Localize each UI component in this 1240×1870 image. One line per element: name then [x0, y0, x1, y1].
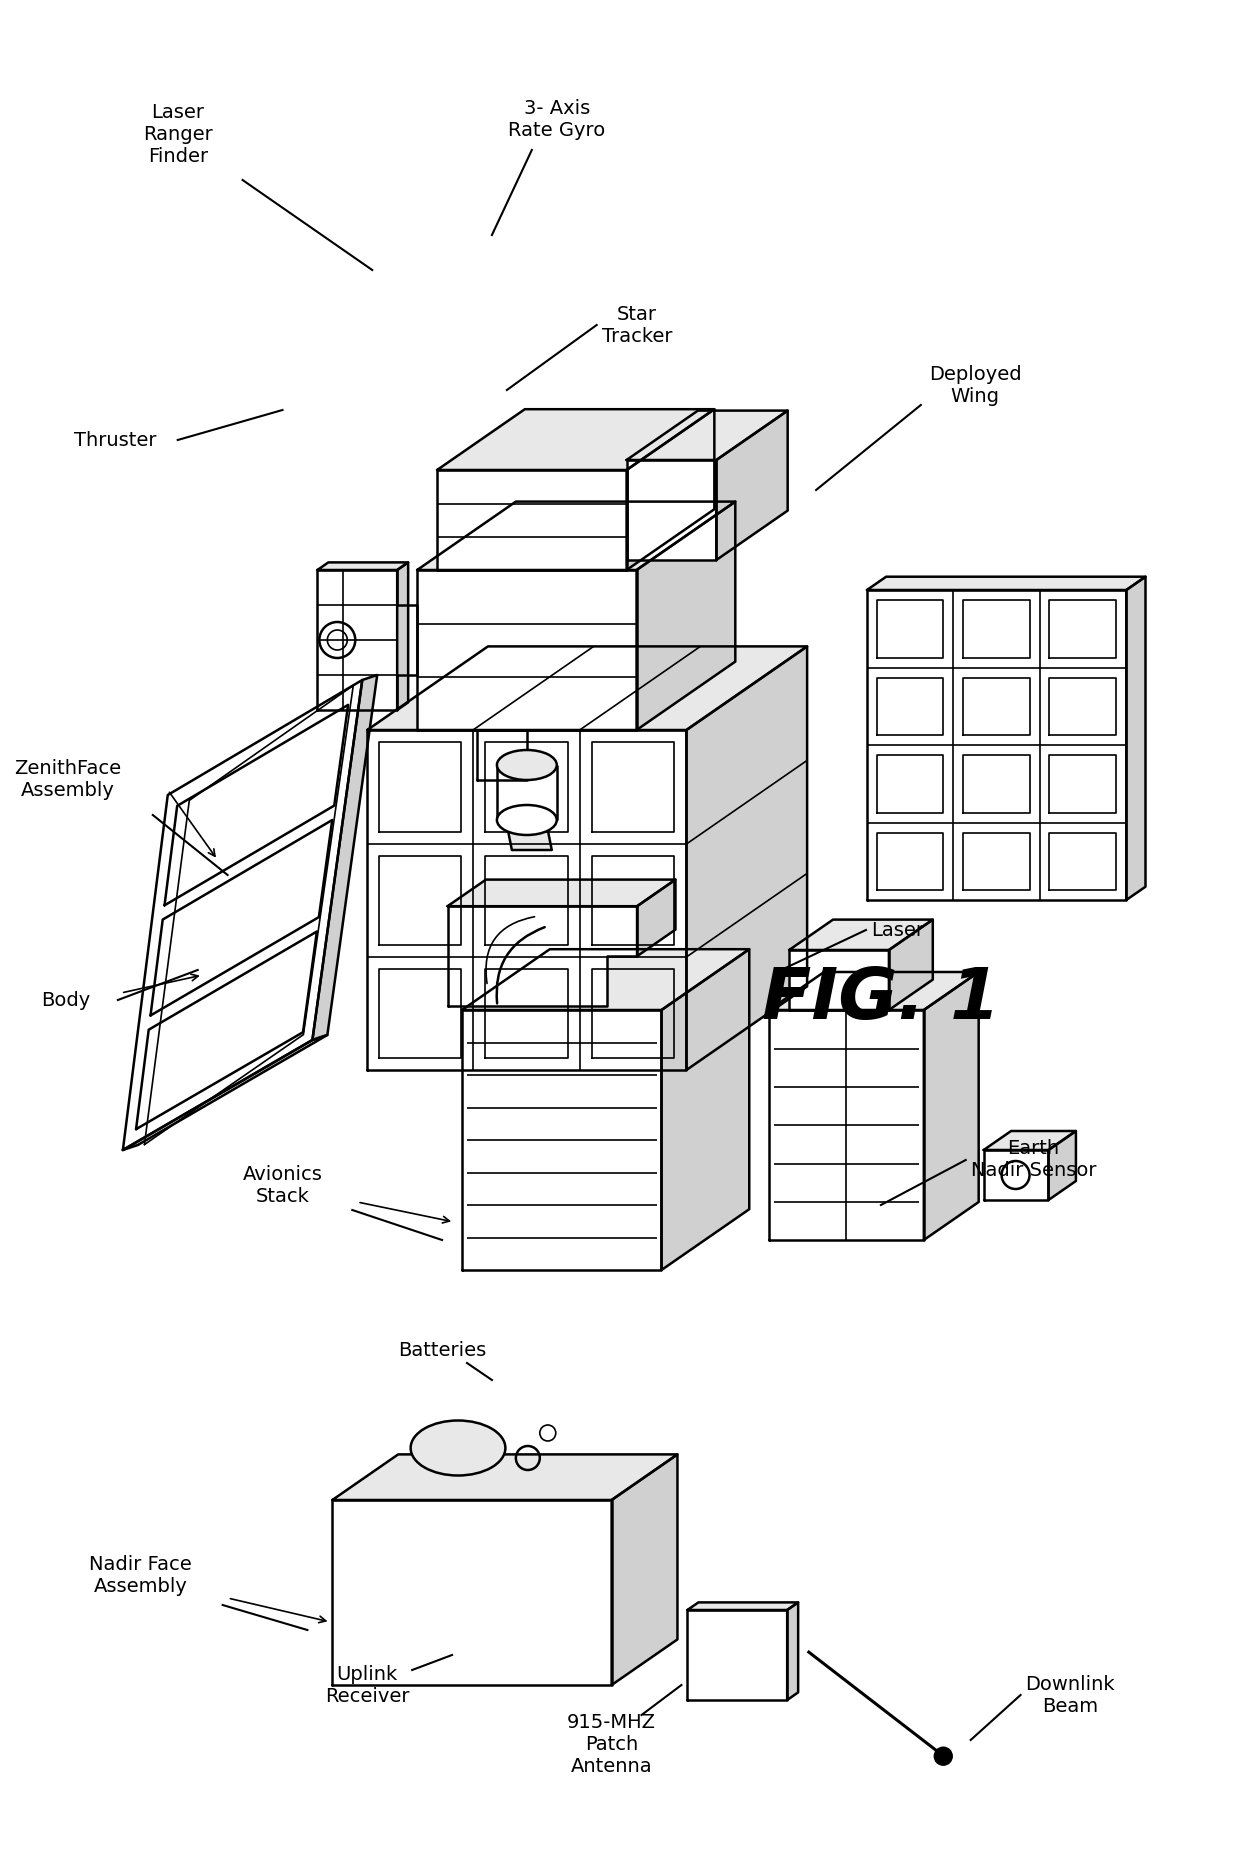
Polygon shape — [136, 931, 317, 1129]
Polygon shape — [463, 1010, 661, 1270]
Polygon shape — [637, 879, 676, 956]
Polygon shape — [485, 969, 568, 1058]
Polygon shape — [317, 563, 408, 570]
Polygon shape — [962, 600, 1029, 658]
Text: 915-MHZ
Patch
Antenna: 915-MHZ Patch Antenna — [567, 1713, 656, 1776]
Polygon shape — [787, 1603, 799, 1700]
Polygon shape — [485, 856, 568, 944]
Polygon shape — [877, 755, 942, 813]
Polygon shape — [636, 501, 735, 729]
Polygon shape — [867, 576, 1146, 591]
Polygon shape — [626, 460, 717, 559]
Polygon shape — [1126, 576, 1146, 899]
Text: Thruster: Thruster — [73, 430, 156, 449]
Polygon shape — [379, 856, 461, 944]
Text: FIG. 1: FIG. 1 — [761, 965, 1001, 1034]
Polygon shape — [332, 1455, 677, 1500]
Text: Batteries: Batteries — [398, 1341, 486, 1359]
Text: Laser
Ranger
Finder: Laser Ranger Finder — [143, 103, 212, 166]
Polygon shape — [150, 819, 332, 1015]
Polygon shape — [687, 1610, 787, 1700]
Ellipse shape — [497, 804, 557, 836]
Polygon shape — [485, 742, 568, 832]
Polygon shape — [1049, 755, 1116, 813]
Polygon shape — [397, 563, 408, 711]
Polygon shape — [379, 969, 461, 1058]
Polygon shape — [962, 755, 1029, 813]
Polygon shape — [717, 411, 787, 559]
Polygon shape — [144, 686, 353, 1144]
Polygon shape — [332, 1500, 611, 1685]
Polygon shape — [379, 742, 461, 832]
Text: Laser: Laser — [870, 920, 924, 939]
Polygon shape — [983, 1131, 1076, 1150]
Text: Uplink
Receiver: Uplink Receiver — [325, 1664, 409, 1705]
Text: Earth
Nadir Sensor: Earth Nadir Sensor — [971, 1139, 1096, 1180]
Polygon shape — [123, 1034, 327, 1150]
Text: ZenithFace
Assembly: ZenithFace Assembly — [15, 759, 122, 800]
Polygon shape — [687, 647, 807, 1070]
Polygon shape — [924, 972, 978, 1240]
Polygon shape — [983, 1150, 1049, 1201]
Polygon shape — [877, 600, 942, 658]
Polygon shape — [626, 411, 787, 460]
Polygon shape — [591, 742, 675, 832]
Text: 3- Axis
Rate Gyro: 3- Axis Rate Gyro — [508, 99, 605, 140]
Polygon shape — [962, 832, 1029, 890]
Polygon shape — [591, 856, 675, 944]
Polygon shape — [1049, 679, 1116, 735]
Polygon shape — [123, 681, 362, 1150]
Polygon shape — [317, 570, 417, 711]
Polygon shape — [591, 969, 675, 1058]
Polygon shape — [436, 469, 626, 570]
Polygon shape — [789, 920, 932, 950]
Polygon shape — [448, 879, 676, 907]
Ellipse shape — [497, 750, 557, 780]
Polygon shape — [661, 950, 749, 1270]
Polygon shape — [1049, 832, 1116, 890]
Circle shape — [934, 1747, 952, 1765]
Text: Deployed
Wing: Deployed Wing — [929, 365, 1022, 406]
Polygon shape — [769, 972, 978, 1010]
Ellipse shape — [410, 1421, 506, 1475]
Polygon shape — [867, 591, 1126, 899]
Text: Avionics
Stack: Avionics Stack — [243, 1165, 322, 1206]
Polygon shape — [477, 729, 527, 780]
Polygon shape — [877, 832, 942, 890]
Polygon shape — [769, 1010, 924, 1240]
Polygon shape — [877, 679, 942, 735]
Polygon shape — [463, 950, 749, 1010]
Polygon shape — [436, 410, 714, 469]
Polygon shape — [789, 950, 889, 1010]
Polygon shape — [165, 705, 348, 905]
Polygon shape — [367, 729, 687, 1070]
Text: Star
Tracker: Star Tracker — [601, 305, 672, 346]
Text: Downlink
Beam: Downlink Beam — [1025, 1674, 1115, 1715]
Polygon shape — [417, 570, 636, 729]
Polygon shape — [417, 501, 735, 570]
Polygon shape — [626, 410, 714, 570]
Text: Nadir Face
Assembly: Nadir Face Assembly — [89, 1554, 192, 1595]
Polygon shape — [889, 920, 932, 1010]
Polygon shape — [1049, 1131, 1076, 1201]
Polygon shape — [611, 1455, 677, 1685]
Text: Body: Body — [41, 991, 91, 1010]
Polygon shape — [507, 825, 552, 851]
Polygon shape — [962, 679, 1029, 735]
Polygon shape — [1049, 600, 1116, 658]
Polygon shape — [448, 907, 637, 1006]
Polygon shape — [367, 647, 807, 729]
Polygon shape — [687, 1603, 799, 1610]
Polygon shape — [312, 675, 377, 1040]
